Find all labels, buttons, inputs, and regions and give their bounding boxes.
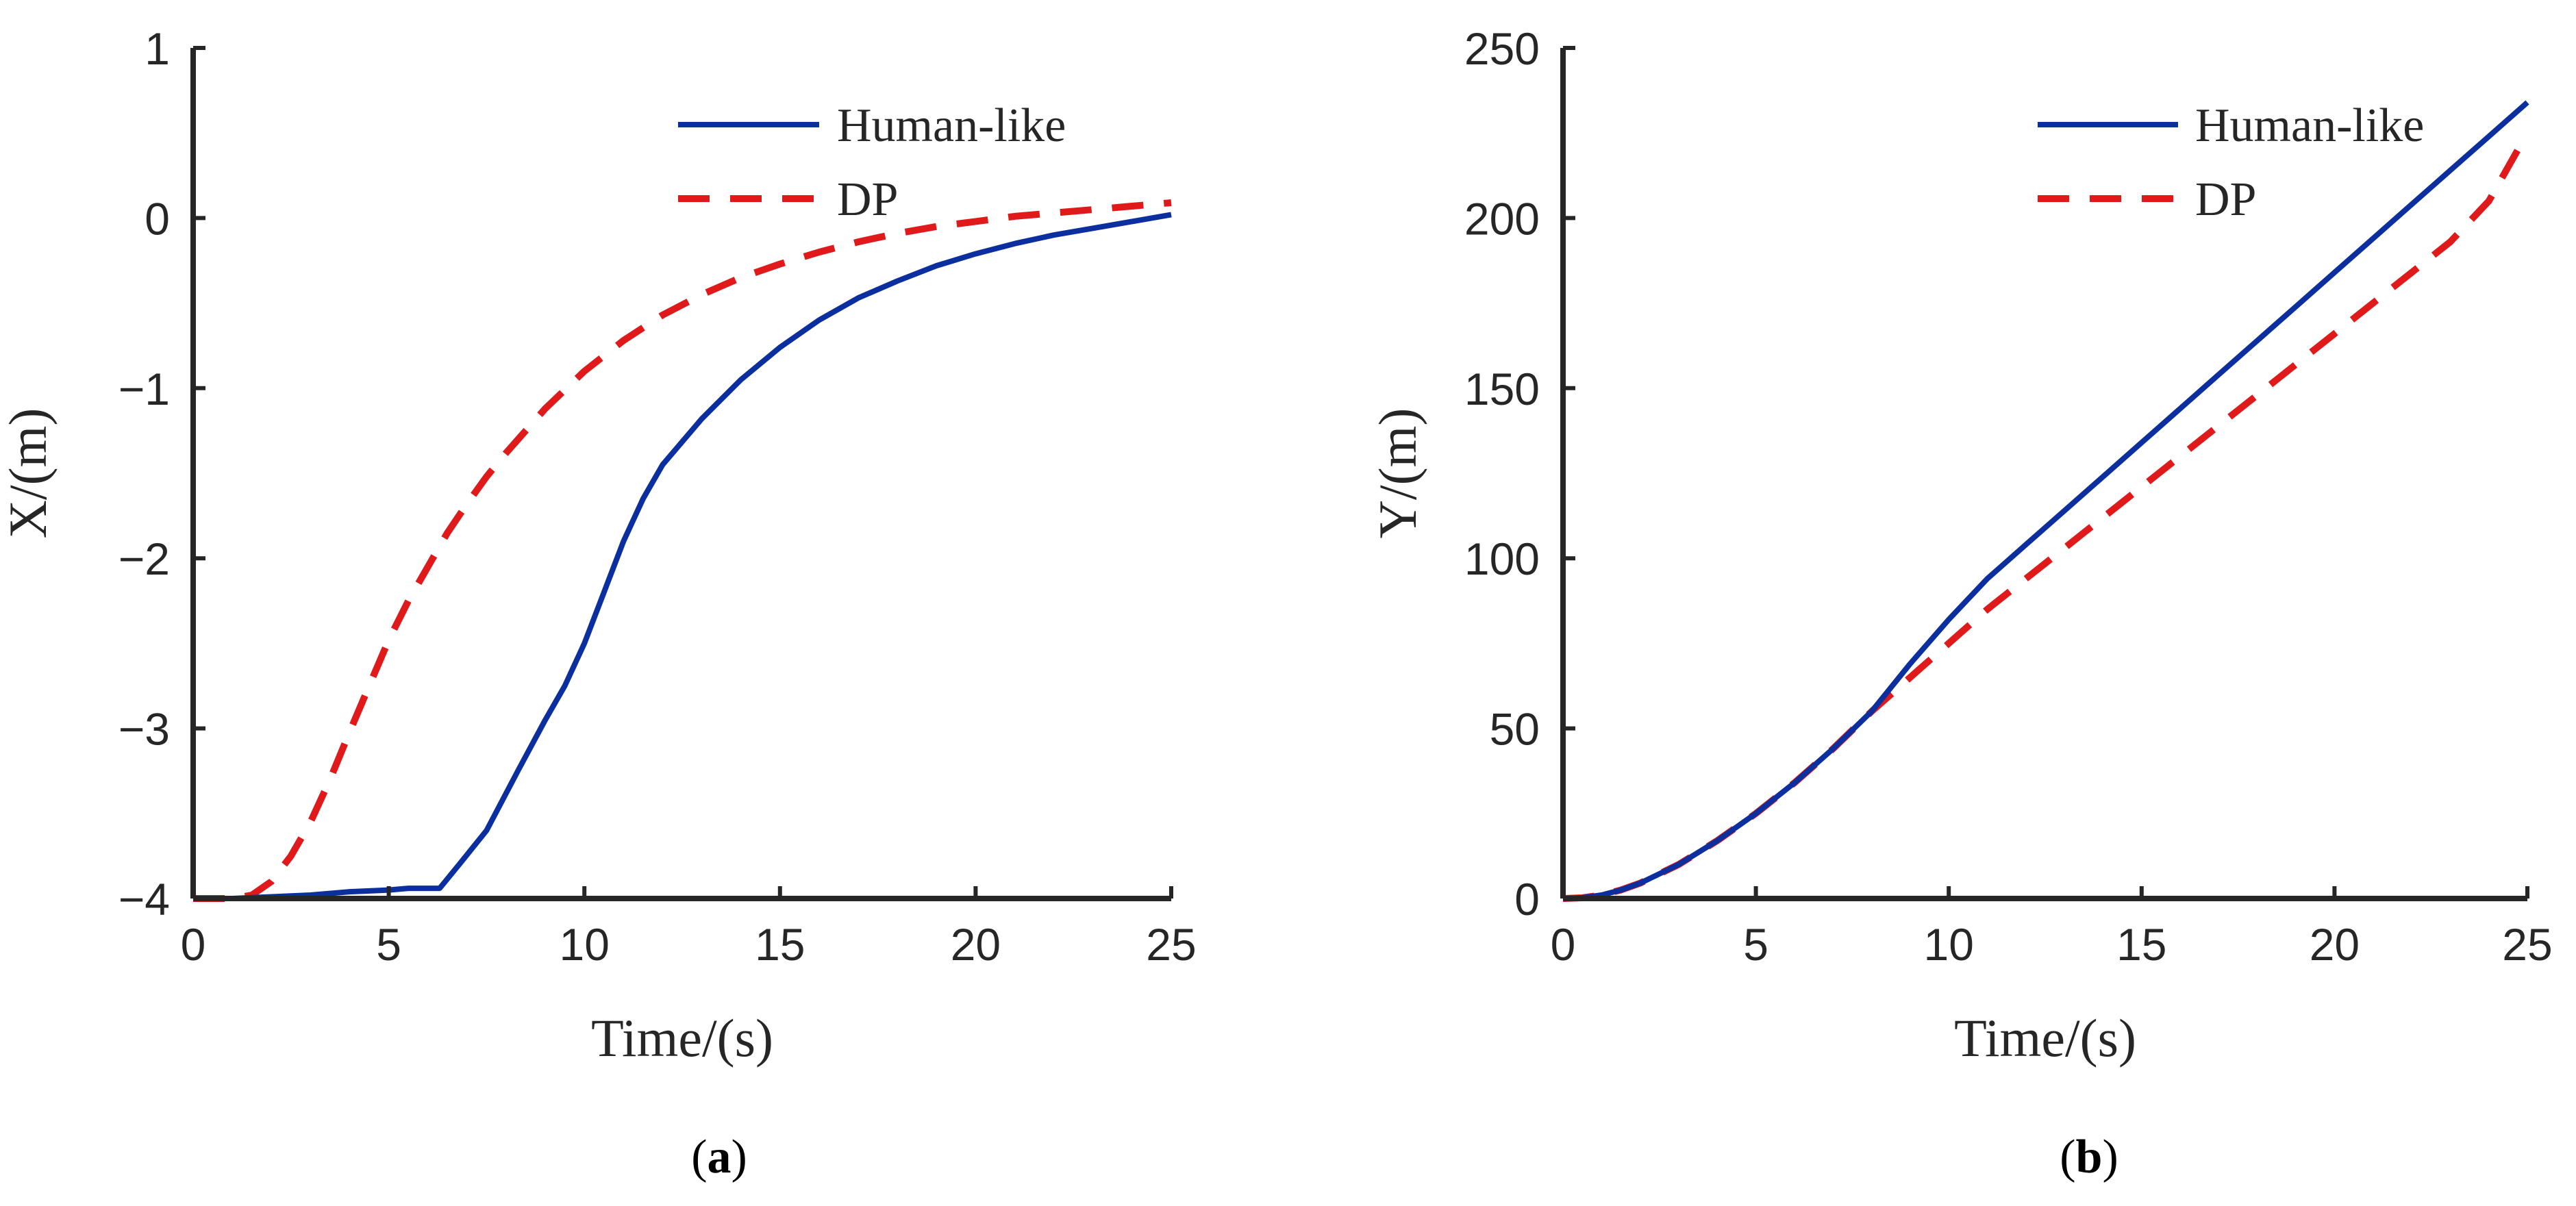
panel-a-legend-label-dp: DP	[837, 173, 898, 226]
b-x-tick-label: 5	[1743, 919, 1768, 970]
panel-a-caption-open: (	[691, 1131, 707, 1183]
panel-b-caption-letter: b	[2076, 1131, 2103, 1183]
panel-a: 0 5 10 15 20 25 −4 −3 −2 −1 0 1 Time/(s) X/(m) Huma…	[0, 23, 1197, 1183]
panel-b-x-axis-label: Time/(s)	[1954, 1008, 2136, 1068]
b-x-tick-label: 15	[2116, 919, 2166, 970]
b-y-tick-label: 150	[1464, 364, 1540, 414]
a-y-tick-label: 1	[145, 23, 170, 74]
panel-b-legend-label-human-like: Human-like	[2195, 99, 2424, 152]
a-y-tick-label: −2	[118, 533, 170, 584]
b-series-human-like-line	[1562, 100, 2529, 901]
b-x-tick-label: 25	[2502, 919, 2552, 970]
panel-b-series	[1562, 100, 2531, 902]
b-y-tick-label: 200	[1464, 193, 1540, 244]
a-x-tick-label: 0	[181, 919, 206, 970]
a-x-tick-label: 20	[951, 919, 1001, 970]
panel-b-y-axis-label: Y/(m)	[1368, 408, 1427, 539]
b-y-tick-label: 100	[1464, 533, 1540, 584]
b-x-tick-label: 20	[2310, 919, 2360, 970]
a-x-tick-label: 25	[1146, 919, 1196, 970]
a-series-dp-line	[193, 199, 1172, 902]
panel-a-series	[193, 199, 1172, 902]
b-y-tick-label: 50	[1490, 704, 1540, 755]
b-y-tick-label: 0	[1514, 874, 1540, 925]
a-x-tick-label: 5	[376, 919, 401, 970]
a-y-tick-label: 0	[145, 193, 170, 244]
panel-b-legend: Human-like DP	[2038, 99, 2424, 226]
panel-b-legend-label-dp: DP	[2195, 173, 2256, 226]
panel-a-legend: Human-like DP	[678, 99, 1066, 226]
panel-b-caption-close: )	[2102, 1131, 2118, 1183]
b-y-tick-label: 250	[1464, 23, 1540, 74]
b-x-tick-label: 0	[1551, 919, 1576, 970]
panel-a-caption: (a)	[691, 1131, 747, 1183]
a-y-tick-label: −3	[118, 704, 170, 755]
a-x-tick-label: 10	[559, 919, 609, 970]
panel-b-caption: (b)	[2060, 1131, 2118, 1183]
panel-b-caption-open: (	[2060, 1131, 2075, 1183]
panel-a-caption-close: )	[731, 1131, 747, 1183]
panel-a-y-axis-label: X/(m)	[0, 408, 58, 539]
a-series-human-like-line	[193, 212, 1172, 901]
panel-b-axes	[1560, 48, 2527, 901]
panel-a-x-axis-label: Time/(s)	[591, 1008, 773, 1068]
panel-a-legend-label-human-like: Human-like	[837, 99, 1066, 152]
a-x-tick-label: 15	[755, 919, 805, 970]
panel-a-axes	[190, 48, 1171, 901]
b-x-tick-label: 10	[1923, 919, 1973, 970]
b-series-dp-line	[1562, 131, 2531, 902]
panel-a-caption-letter: a	[708, 1131, 731, 1183]
panel-a-ticks: 0 5 10 15 20 25 −4 −3 −2 −1 0 1	[118, 23, 1197, 970]
a-y-tick-label: −4	[118, 874, 170, 925]
a-y-tick-label: −1	[118, 364, 170, 414]
